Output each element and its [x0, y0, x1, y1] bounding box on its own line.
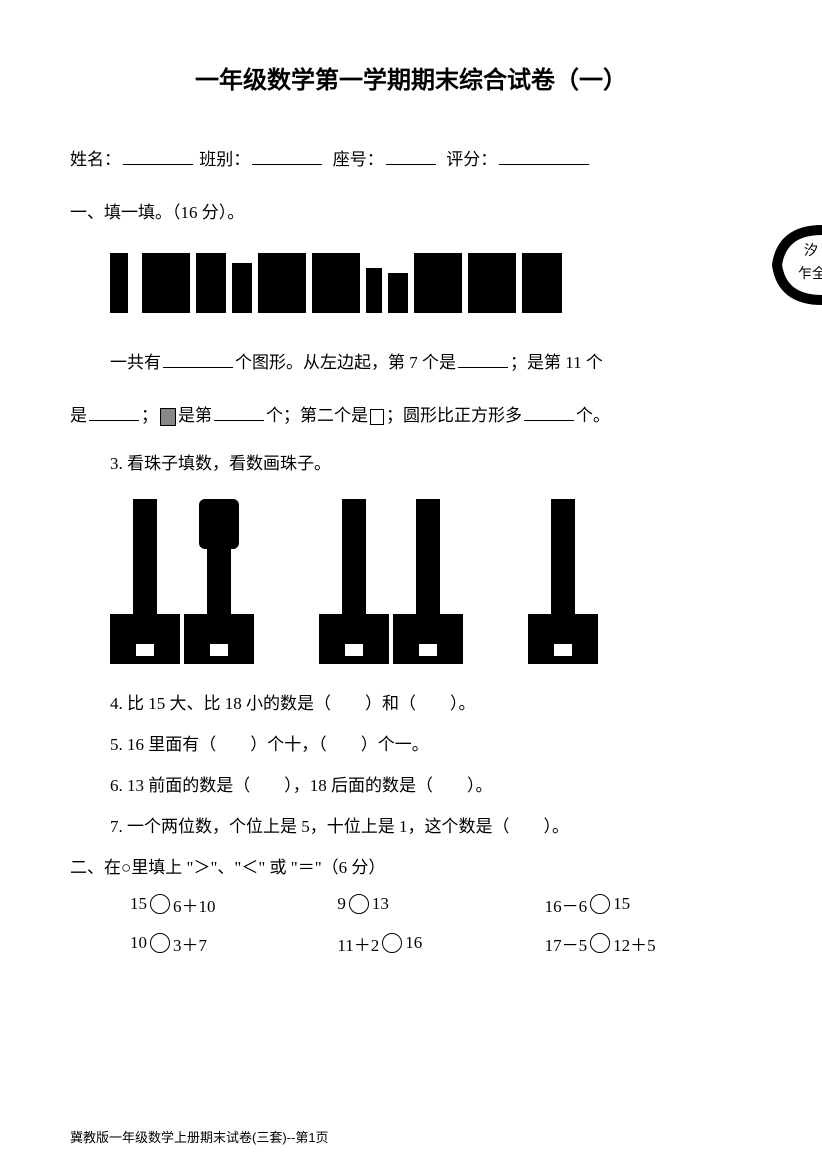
shape-block — [366, 268, 382, 313]
shape-block — [258, 253, 306, 313]
val: 15 — [130, 894, 147, 914]
q5: 5. 16 里面有（ ）个十，（ ）个一。 — [110, 730, 752, 755]
compare-circle[interactable] — [590, 894, 610, 914]
val: 9 — [337, 894, 346, 914]
blank[interactable] — [89, 403, 139, 421]
compare-circle[interactable] — [150, 933, 170, 953]
val: 13 — [372, 894, 389, 914]
q6: 6. 13 前面的数是（ ），18 后面的数是（ ）。 — [110, 771, 752, 796]
val: 3＋7 — [173, 931, 207, 956]
val: 11＋2 — [337, 931, 379, 956]
shape-block — [468, 253, 516, 313]
text: ；圆形比正方形多 — [386, 406, 522, 425]
compare-cell: 16－6 15 — [545, 892, 752, 917]
text: ；是第 11 个 — [510, 353, 603, 372]
student-info-line: 姓名： 班别： 座号： 评分： — [70, 145, 752, 170]
compare-circle[interactable] — [590, 933, 610, 953]
section1-head: 一、填一填。（16 分）。 — [70, 198, 752, 223]
abacus-3 — [528, 499, 598, 664]
text: 个。 — [576, 406, 610, 425]
text: 是 — [70, 406, 87, 425]
val: 10 — [130, 933, 147, 953]
name-blank[interactable] — [123, 147, 193, 165]
shape-block — [414, 253, 462, 313]
abacus-2 — [319, 499, 463, 664]
shape-block — [388, 273, 408, 313]
number-1-icon — [110, 253, 128, 313]
val: 12＋5 — [613, 931, 656, 956]
compare-cell: 11＋2 16 — [337, 931, 544, 956]
svg-text:汐: 汐 — [804, 243, 818, 259]
shape-block — [196, 253, 226, 313]
outline-square-icon — [370, 409, 384, 425]
seat-blank[interactable] — [386, 147, 436, 165]
compare-cell: 9 13 — [337, 892, 544, 917]
compare-circle[interactable] — [382, 933, 402, 953]
text: 个图形。从左边起，第 7 个是 — [235, 353, 456, 372]
q3-head: 3. 看珠子填数，看数画珠子。 — [110, 449, 752, 474]
stamp-partial-icon: 汐 乍全 — [762, 220, 822, 310]
abacus-rod — [110, 499, 180, 664]
class-label: 班别： — [199, 150, 250, 169]
text: 一共有 — [110, 353, 161, 372]
blank[interactable] — [163, 350, 233, 368]
compare-cell: 10 3＋7 — [130, 931, 337, 956]
q2-line2: 是 ； 是第 个；第二个是 ；圆形比正方形多 个。 — [70, 396, 752, 437]
abacus-rod — [184, 499, 254, 664]
section2-head: 二、在○里填上 "＞"、"＜" 或 "＝"（6 分） — [70, 853, 752, 878]
compare-row-2: 10 3＋7 11＋2 16 17－5 12＋5 — [130, 931, 752, 956]
blank[interactable] — [524, 403, 574, 421]
abacus-rod — [319, 499, 389, 664]
compare-circle[interactable] — [150, 894, 170, 914]
class-blank[interactable] — [252, 147, 322, 165]
shape-block — [142, 253, 190, 313]
val: 16－6 — [545, 892, 588, 917]
compare-cell: 15 6＋10 — [130, 892, 337, 917]
compare-circle[interactable] — [349, 894, 369, 914]
q4: 4. 比 15 大、比 18 小的数是（ ）和（ ）。 — [110, 689, 752, 714]
abacus-1 — [110, 499, 254, 664]
text: ； — [141, 406, 158, 425]
abacus-rod — [528, 499, 598, 664]
seat-label: 座号： — [333, 150, 384, 169]
abacus-rod — [393, 499, 463, 664]
compare-row-1: 15 6＋10 9 13 16－6 15 — [130, 892, 752, 917]
shape-block — [232, 263, 252, 313]
blank[interactable] — [214, 403, 264, 421]
page-footer: 冀教版一年级数学上册期末试卷(三套)--第1页 — [70, 1127, 329, 1146]
shape-block — [522, 253, 562, 313]
val: 17－5 — [545, 931, 588, 956]
q1-shapes-row — [110, 243, 752, 313]
val: 16 — [405, 933, 422, 953]
score-label: 评分： — [446, 150, 497, 169]
svg-text:乍全: 乍全 — [798, 265, 822, 282]
q7: 7. 一个两位数，个位上是 5，十位上是 1，这个数是（ ）。 — [110, 812, 752, 837]
val: 15 — [613, 894, 630, 914]
text: 是第 — [178, 406, 212, 425]
compare-cell: 17－5 12＋5 — [545, 931, 752, 956]
name-label: 姓名： — [70, 150, 121, 169]
blank[interactable] — [458, 350, 508, 368]
gray-square-icon — [160, 408, 176, 426]
shape-block — [312, 253, 360, 313]
exam-title: 一年级数学第一学期期末综合试卷（一） — [70, 60, 752, 95]
score-blank[interactable] — [499, 147, 589, 165]
val: 6＋10 — [173, 892, 216, 917]
abacus-row — [110, 489, 752, 664]
text: 个；第二个是 — [266, 406, 368, 425]
q2-line1: 一共有 个图形。从左边起，第 7 个是 ；是第 11 个 — [110, 343, 752, 384]
